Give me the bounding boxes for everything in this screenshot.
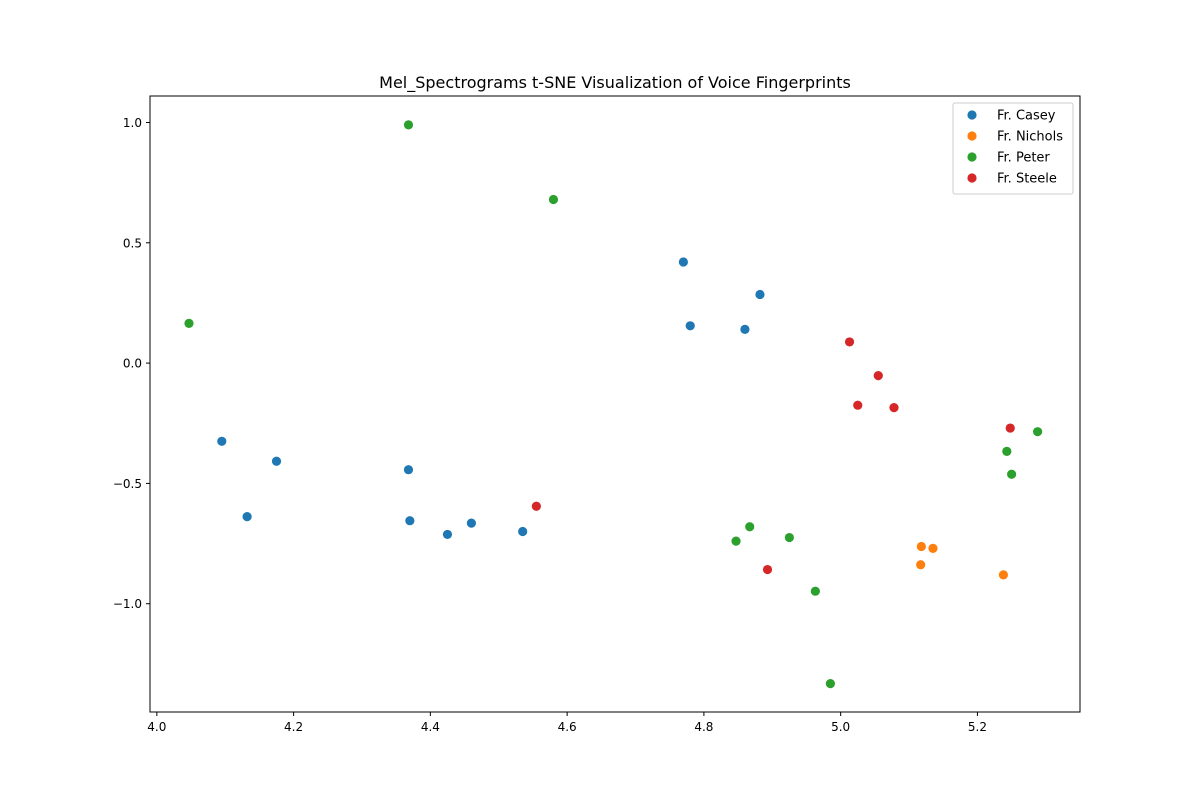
data-point: [518, 526, 528, 537]
y-tick-label: 0.5: [123, 236, 142, 250]
data-point: [889, 403, 899, 413]
data-point: [403, 120, 414, 130]
x-tick-label: 5.0: [831, 720, 850, 734]
plot-frame: [149, 95, 1081, 713]
data-point: [678, 257, 688, 267]
chart-title: Mel_Spectrograms t-SNE Visualization of …: [379, 73, 851, 93]
data-point: [762, 564, 773, 575]
y-tick-label: 0.0: [123, 357, 142, 371]
data-point: [1005, 423, 1015, 433]
plot-area: [149, 95, 1081, 713]
data-point: [405, 516, 415, 526]
y-tick-label: −1.0: [113, 597, 142, 611]
legend-marker: [967, 152, 977, 162]
data-point: [217, 436, 227, 446]
data-point: [531, 501, 541, 511]
legend-label: Fr. Peter: [997, 151, 1050, 166]
data-point: [928, 543, 938, 553]
data-point: [853, 400, 863, 410]
y-axis: 1.0 0.5 0.0 −0.5 −1.0: [113, 116, 150, 611]
x-tick-label: 4.6: [558, 720, 577, 734]
data-point: [184, 318, 194, 328]
data-point: [998, 570, 1009, 580]
legend-label: Fr. Steele: [997, 172, 1057, 187]
data-point: [784, 532, 794, 543]
data-point: [685, 321, 695, 331]
data-point: [745, 522, 755, 532]
data-point: [1002, 446, 1012, 457]
data-point: [825, 679, 836, 689]
data-point: [810, 586, 820, 596]
series-0: [217, 257, 765, 540]
y-tick-label: 1.0: [123, 116, 142, 130]
data-point: [873, 371, 883, 381]
legend-marker: [967, 110, 977, 120]
x-tick-label: 4.2: [284, 720, 303, 734]
data-point: [442, 529, 453, 540]
data-point: [1033, 427, 1043, 437]
legend-label: Fr. Nichols: [997, 130, 1063, 145]
legend-marker: [967, 131, 977, 141]
data-point: [1007, 469, 1017, 479]
series-3: [531, 337, 1015, 575]
data-point: [755, 289, 765, 300]
data-point: [844, 337, 855, 347]
data-point: [548, 194, 559, 205]
data-point: [466, 518, 476, 528]
data-point: [242, 512, 252, 522]
series-2: [184, 120, 1043, 689]
x-tick-label: 5.2: [968, 720, 987, 734]
data-point: [916, 541, 926, 552]
data-point: [403, 465, 414, 475]
x-tick-label: 4.4: [421, 720, 440, 734]
x-tick-label: 4.8: [694, 720, 713, 734]
x-axis: 4.0 4.2 4.4 4.6 4.8 5.0 5.2: [147, 712, 987, 734]
series-1: [916, 541, 1009, 580]
legend-label: Fr. Casey: [997, 109, 1056, 124]
data-point: [271, 456, 282, 466]
data-point: [740, 324, 750, 335]
data-point: [916, 560, 926, 570]
legend-box: [952, 102, 1074, 195]
y-tick-label: −0.5: [113, 477, 142, 491]
x-tick-label: 4.0: [147, 720, 166, 734]
legend-marker: [967, 173, 977, 183]
data-point: [731, 536, 741, 546]
legend: Fr. Casey Fr. Nichols Fr. Peter Fr. Steele: [952, 102, 1074, 195]
